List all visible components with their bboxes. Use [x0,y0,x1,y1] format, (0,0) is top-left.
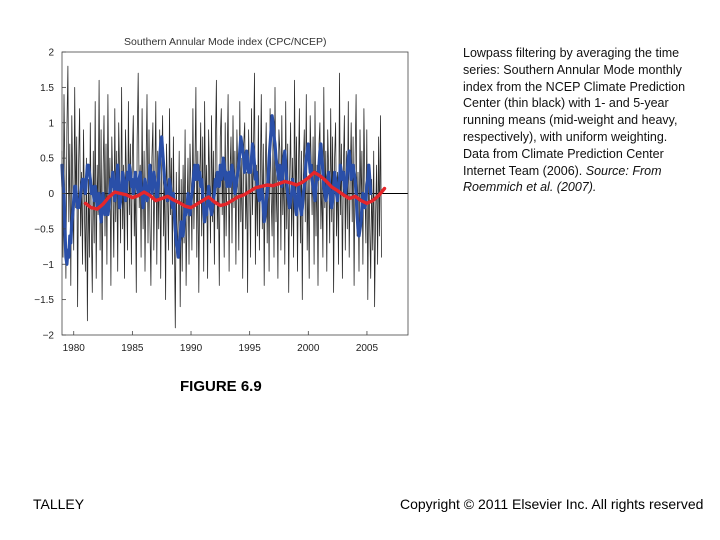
y-tick-label: 2 [48,48,54,59]
x-tick-label: 1990 [180,343,203,354]
x-tick-label: 2000 [297,343,320,354]
y-tick-label: −1.5 [34,295,54,306]
y-tick-label: 0 [48,189,54,200]
y-tick-label: 1.5 [40,83,54,94]
axes: 1980 1985 1990 1995 2000 2005 2 1.5 1 0.5 0 −0.5 −1 −… [34,48,378,355]
y-tick-label: 1 [48,118,54,129]
x-tick-label: 1995 [239,343,262,354]
y-tick-label: −1 [43,260,55,271]
copyright-notice: Copyright © 2011 Elsevier Inc. All right… [400,496,704,512]
y-tick-label: 0.5 [40,154,54,165]
caption-text: Lowpass filtering by averaging the time … [463,46,686,178]
plot-area [60,65,408,329]
series-line-1yr-mean [60,114,373,266]
x-tick-label: 1985 [121,343,144,354]
figure-label: FIGURE 6.9 [180,378,262,395]
series-line-5yr-mean [83,170,387,211]
x-tick-label: 2005 [356,343,379,354]
x-tick-label: 1980 [63,343,86,354]
author-label: TALLEY [33,496,85,512]
caption-source: Source: From Roemmich et al. (2007). [463,163,662,195]
y-tick-label: −0.5 [34,224,54,235]
figure-caption: Lowpass filtering by averaging the time … [463,45,695,196]
chart-title: Southern Annular Mode index (CPC/NCEP) [124,36,327,48]
y-tick-label: −2 [43,331,55,342]
